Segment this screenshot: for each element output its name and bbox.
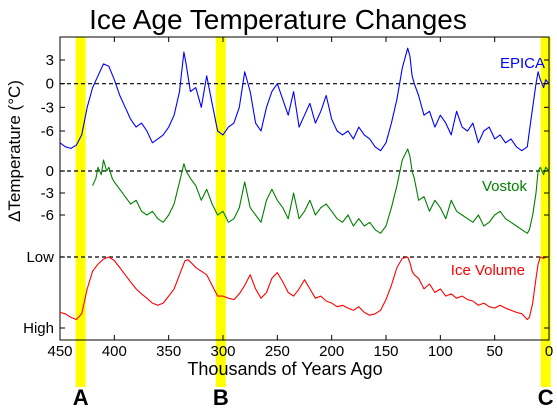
series-line-epica xyxy=(59,47,550,152)
series-lines xyxy=(59,47,550,321)
x-tick-label: 200 xyxy=(319,343,344,360)
x-axis-label: Thousands of Years Ago xyxy=(187,359,382,379)
y-tick-label: 0 xyxy=(46,163,54,180)
chart-title: Ice Age Temperature Changes xyxy=(89,4,467,35)
highlight-band-a xyxy=(75,37,86,387)
x-tick-label: 300 xyxy=(210,343,235,360)
axis-ticks: 450 400 350 300 250 200 150 100 50 0 3 0 -3 -6 0 -3 -6 Lo… xyxy=(23,37,553,360)
y-tick-label: 3 xyxy=(46,52,54,69)
band-label-c: C xyxy=(538,385,554,409)
band-labels: A B C xyxy=(73,385,554,409)
highlight-band-c xyxy=(540,37,551,387)
band-label-b: B xyxy=(213,385,229,409)
x-tick-label: 350 xyxy=(156,343,181,360)
plot-border xyxy=(59,36,550,341)
y-tick-label: -6 xyxy=(41,207,54,224)
reference-lines xyxy=(60,83,549,258)
band-label-a: A xyxy=(73,385,89,409)
series-labels: EPICA Vostok Ice Volume xyxy=(451,55,545,279)
x-tick-label: 0 xyxy=(545,343,553,360)
y-tick-label: Low xyxy=(26,249,54,266)
y-tick-label: -3 xyxy=(41,185,54,202)
series-label-ice-volume: Ice Volume xyxy=(451,262,525,279)
series-label-vostok: Vostok xyxy=(482,178,528,195)
x-tick-label: 250 xyxy=(265,343,290,360)
series-line-ice-volume xyxy=(59,256,549,321)
highlight-band-b xyxy=(215,37,226,387)
x-tick-label: 50 xyxy=(486,343,503,360)
y-tick-label: -6 xyxy=(41,123,54,140)
series-label-epica: EPICA xyxy=(500,55,545,72)
y-tick-label: -3 xyxy=(41,99,54,116)
x-tick-label: 150 xyxy=(373,343,398,360)
series-line-vostok xyxy=(92,148,550,234)
highlight-bands xyxy=(75,37,551,387)
x-tick-label: 100 xyxy=(428,343,453,360)
y-tick-label: 0 xyxy=(46,76,54,93)
plot-frame xyxy=(59,36,550,341)
x-tick-label: 400 xyxy=(102,343,127,360)
x-tick-label: 450 xyxy=(47,343,72,360)
y-tick-label: High xyxy=(23,320,54,337)
y-axis-label: ΔTemperature (°C) xyxy=(5,80,24,222)
